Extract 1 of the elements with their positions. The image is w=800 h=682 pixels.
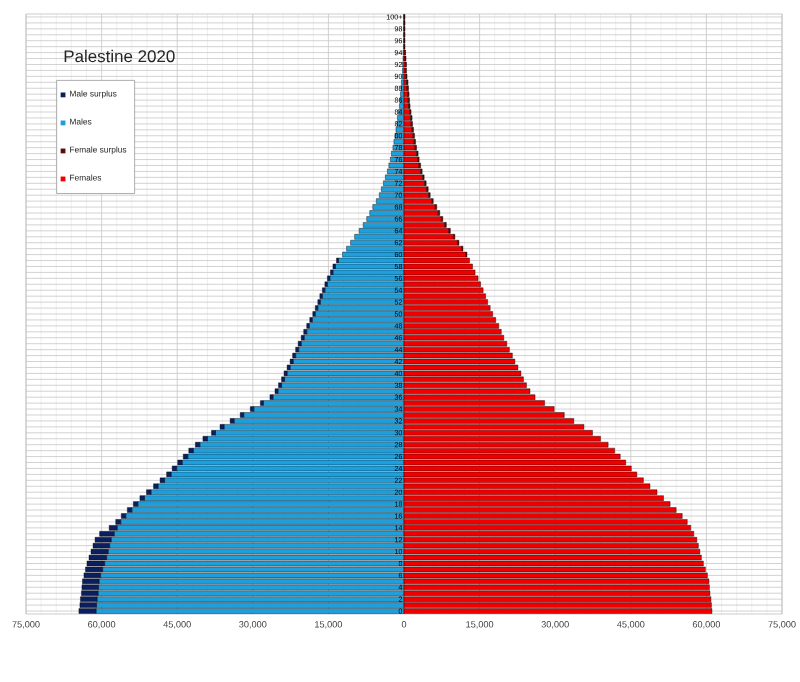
text: Palestine 2020 bbox=[64, 49, 175, 63]
